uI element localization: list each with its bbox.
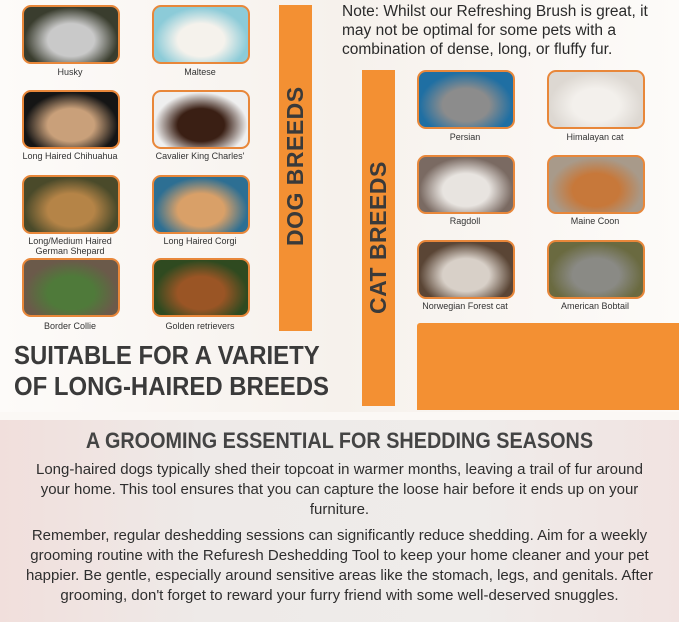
cat-label: Maine Coon xyxy=(570,216,620,226)
cat-photo xyxy=(417,240,515,299)
dog-label: Maltese xyxy=(184,67,216,77)
dog-label: Long Haired Corgi xyxy=(163,236,237,246)
dog-label: Husky xyxy=(57,67,83,77)
headline-line2: OF LONG-HAIRED BREEDS xyxy=(14,371,329,401)
cat-photo xyxy=(417,155,515,214)
dog-photo xyxy=(22,258,120,317)
dog-label: Long Haired Chihuahua xyxy=(22,151,118,161)
dog-photo xyxy=(152,175,250,234)
section-paragraph-1: Long-haired dogs typically shed their to… xyxy=(36,461,643,518)
dog-photo xyxy=(22,175,120,234)
cat-label: Ragdoll xyxy=(449,216,481,226)
section-paragraph-2: Remember, regular deshedding sessions ca… xyxy=(25,527,654,604)
grooming-section: A GROOMING ESSENTIAL FOR SHEDDING SEASON… xyxy=(0,420,679,622)
dog-breeds-bar xyxy=(279,5,312,331)
cat-label: American Bobtail xyxy=(560,301,630,311)
cat-label: Persian xyxy=(449,132,481,142)
cat-breeds-bar xyxy=(362,70,395,406)
headline-line1: SUITABLE FOR A VARIETY xyxy=(14,340,320,370)
section-title: A GROOMING ESSENTIAL FOR SHEDDING SEASON… xyxy=(85,428,594,453)
cat-photo xyxy=(547,240,645,299)
dog-photo xyxy=(22,5,120,64)
cat-label: Norwegian Forest cat xyxy=(422,301,508,311)
cat-photo xyxy=(547,70,645,129)
dog-label: Golden retrievers xyxy=(165,321,235,331)
cat-photo xyxy=(547,155,645,214)
cat-label: Himalayan cat xyxy=(566,132,624,142)
dog-photo xyxy=(152,90,250,149)
dog-breeds-title: DOG BREEDS xyxy=(282,86,308,246)
cat-breeds-title: CAT BREEDS xyxy=(365,161,391,314)
dog-label: Long/Medium Haired German Shepard xyxy=(28,236,112,256)
note-text: Note: Whilst our Refreshing Brush is gre… xyxy=(342,3,648,58)
dog-photo xyxy=(152,5,250,64)
dog-label: Border Collie xyxy=(43,321,97,331)
dog-photo xyxy=(22,90,120,149)
orange-banner xyxy=(417,323,679,410)
cat-photo xyxy=(417,70,515,129)
dog-label: Cavalier King Charles' xyxy=(155,151,245,161)
dog-photo xyxy=(152,258,250,317)
